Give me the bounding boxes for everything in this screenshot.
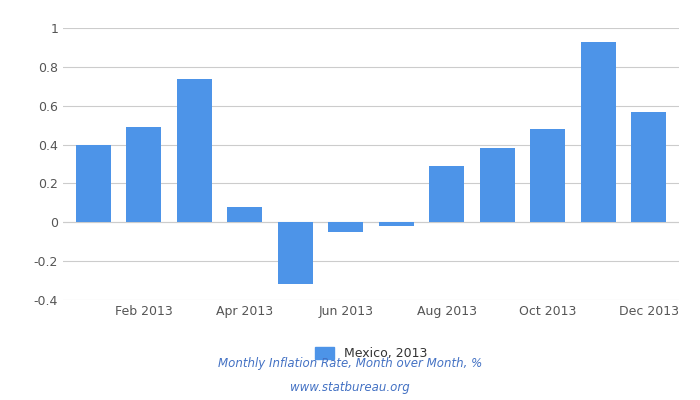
Text: www.statbureau.org: www.statbureau.org <box>290 382 410 394</box>
Bar <box>429 166 464 222</box>
Bar <box>76 144 111 222</box>
Bar <box>379 222 414 226</box>
Bar <box>580 42 616 222</box>
Bar <box>227 207 262 222</box>
Legend: Mexico, 2013: Mexico, 2013 <box>310 342 432 365</box>
Text: Monthly Inflation Rate, Month over Month, %: Monthly Inflation Rate, Month over Month… <box>218 358 482 370</box>
Bar <box>631 112 666 222</box>
Bar <box>278 222 313 284</box>
Bar <box>126 127 162 222</box>
Bar <box>328 222 363 232</box>
Bar <box>480 148 515 222</box>
Bar <box>176 78 212 222</box>
Bar <box>530 129 566 222</box>
